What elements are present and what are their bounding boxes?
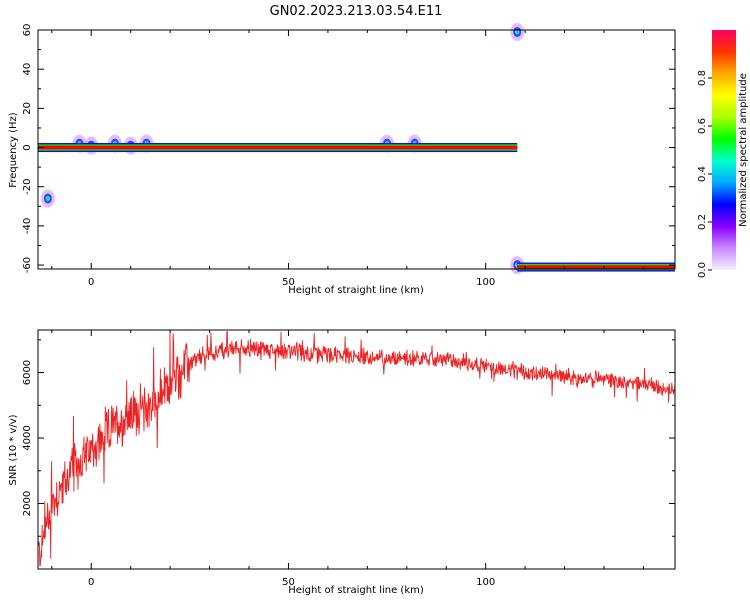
colorbar-tick-label: 0.0 [697, 262, 708, 278]
spectrogram-ytick-label: -40 [22, 218, 33, 234]
spectrogram-panel: 0 50 100 -60 -40 -20 0 20 40 60 Height of straigh… [8, 22, 676, 296]
spectrogram-ticks: 0 50 100 -60 -40 -20 0 20 40 60 [22, 24, 675, 288]
snr-ytick-label: 2000 [22, 491, 33, 516]
spectrogram-ytick-label: 60 [22, 24, 33, 37]
colorbar-tick-label: 0.6 [697, 118, 708, 134]
colorbar-tick-label: 0.8 [697, 70, 708, 86]
colorbar-tick-label: 0.4 [697, 166, 708, 182]
spectrogram-xtick-label: 0 [88, 277, 94, 288]
spectrogram-ytick-label: 0 [22, 144, 33, 150]
snr-frame [37, 329, 676, 570]
spectrogram-xtick-label: 50 [282, 277, 295, 288]
colorbar-label: Normalized spectral amplitude [738, 73, 749, 227]
spectrogram-bands [38, 143, 675, 272]
snr-ylabel: SNR (10 * v/v) [8, 414, 19, 485]
snr-ytick-label: 6000 [22, 360, 33, 385]
snr-series-line [38, 330, 675, 567]
spectrogram-ylabel: Frequency (Hz) [8, 112, 19, 188]
snr-ticks: 0 50 100 2000 4000 6000 [22, 330, 675, 588]
spectrogram-blob-core [45, 195, 51, 202]
spectrogram-xlabel: Height of straight line (km) [288, 285, 424, 296]
figure-title: GN02.2023.213.03.54.E11 [270, 4, 443, 19]
snr-xtick-label: 0 [88, 577, 94, 588]
spectrogram-frame [37, 29, 676, 270]
colorbar: 0.0 0.2 0.4 0.6 0.8 Normalized spectral ampl… [697, 30, 749, 278]
snr-xtick-label: 50 [282, 577, 295, 588]
spectrogram-ytick-label: 40 [22, 63, 33, 76]
spectrogram-ytick-label: -20 [22, 179, 33, 195]
snr-panel: 0 50 100 2000 4000 6000 Height of straight li… [8, 329, 676, 596]
colorbar-tick-label: 0.2 [697, 214, 708, 230]
spectrogram-blob-core [515, 29, 520, 35]
spectrogram-ytick-label: -60 [22, 257, 33, 273]
snr-xlabel: Height of straight line (km) [288, 585, 424, 596]
colorbar-ticks: 0.0 0.2 0.4 0.6 0.8 [697, 70, 712, 278]
spectrogram-ytick-label: 20 [22, 102, 33, 115]
colorbar-gradient [712, 30, 736, 270]
spectrogram-xtick-label: 100 [476, 277, 495, 288]
spectrogram-aliased-band-core [517, 265, 675, 269]
snr-xtick-label: 100 [476, 577, 495, 588]
spectrogram-band-core [38, 145, 518, 150]
snr-ytick-label: 4000 [22, 425, 33, 450]
